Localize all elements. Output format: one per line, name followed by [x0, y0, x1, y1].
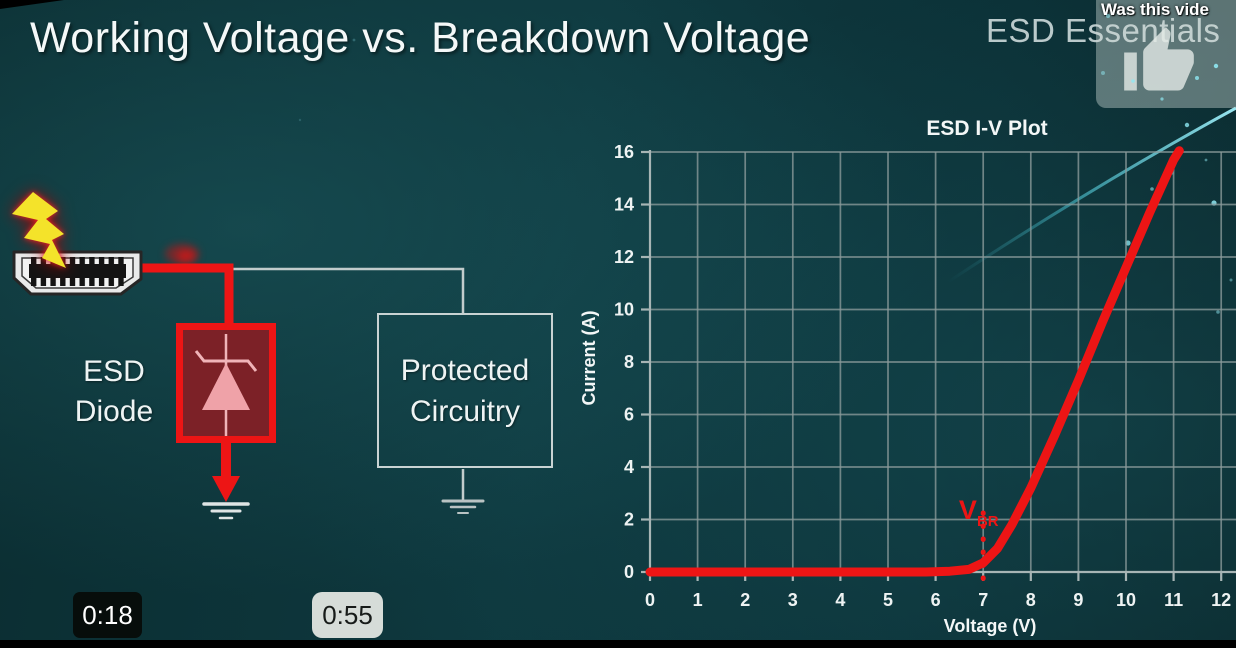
- x-tick-label: 12: [1211, 590, 1231, 610]
- x-tick-label: 1: [693, 590, 703, 610]
- transcript-timestamp-2[interactable]: 0:55: [312, 592, 383, 638]
- protected-wire: [229, 267, 465, 314]
- letterbox-top: [0, 0, 64, 9]
- chart-title: ESD I-V Plot: [926, 117, 1048, 140]
- x-tick-label: 8: [1026, 590, 1036, 610]
- vbr-main: V: [958, 494, 977, 525]
- feedback-prompt-text: Was this vide: [1101, 0, 1210, 19]
- transcript-timestamp-1[interactable]: 0:18: [73, 592, 142, 638]
- y-tick-label: 14: [614, 195, 634, 215]
- hdmi-connector-icon: [12, 250, 143, 296]
- x-tick-label: 5: [883, 590, 893, 610]
- x-tick-label: 6: [931, 590, 941, 610]
- esd-diode-label-line1: ESD: [83, 355, 145, 388]
- slide-title: Working Voltage vs. Breakdown Voltage: [30, 14, 811, 62]
- y-tick-label: 6: [624, 405, 634, 425]
- y-tick-label: 2: [624, 510, 634, 530]
- protected-label-line1: Protected: [400, 353, 530, 387]
- breakdown-voltage-annotation: VBR: [958, 494, 999, 535]
- x-tick-label: 4: [835, 590, 845, 610]
- esd-diode-label: ESD Diode: [58, 352, 170, 432]
- channel-watermark: ESD Essentials: [986, 12, 1221, 49]
- letterbox-bottom: [0, 640, 1236, 648]
- video-feedback-panel: [1096, 0, 1236, 108]
- protected-label-line2: Circuitry: [410, 394, 520, 428]
- protected-circuitry-box: Protected Circuitry: [377, 313, 553, 468]
- x-tick-label: 11: [1164, 590, 1183, 610]
- esd-diode-label-line2: Diode: [74, 395, 154, 428]
- y-tick-label: 4: [624, 457, 634, 477]
- x-tick-label: 2: [740, 590, 750, 610]
- y-tick-label: 10: [614, 300, 634, 320]
- arrow-down-icon: [212, 476, 240, 502]
- thumbs-up-icon[interactable]: [1116, 24, 1202, 100]
- ground-icon: [202, 502, 250, 520]
- esd-iv-chart: 0 1 2 3 4 5 6 7 8 9 10 11 12 0 2 4 6 8 10 12 14 16 ESD I-V Pl…: [560, 108, 1236, 648]
- x-tick-label: 3: [788, 590, 798, 610]
- esd-wire: [141, 263, 234, 325]
- x-tick-label: 10: [1116, 590, 1136, 610]
- esd-diode-box: [176, 323, 276, 443]
- y-tick-label: 12: [614, 247, 634, 267]
- y-tick-label: 8: [624, 352, 634, 372]
- y-tick-label: 0: [624, 562, 634, 582]
- x-axis-label: Voltage (V): [943, 616, 1037, 636]
- lightning-bolt-icon: [12, 192, 66, 268]
- x-tick-label: 9: [1073, 590, 1083, 610]
- diode-symbol-icon: [194, 334, 258, 436]
- circuit-diagram: [12, 192, 485, 520]
- x-tick-label: 7: [978, 590, 988, 610]
- strike-glow-core: [177, 250, 195, 262]
- x-tick-label: 0: [645, 590, 655, 610]
- ground-icon: [441, 499, 485, 514]
- y-tick-label: 16: [614, 142, 634, 162]
- vbr-sub: BR: [976, 512, 999, 530]
- y-axis-label: Current (A): [579, 310, 599, 406]
